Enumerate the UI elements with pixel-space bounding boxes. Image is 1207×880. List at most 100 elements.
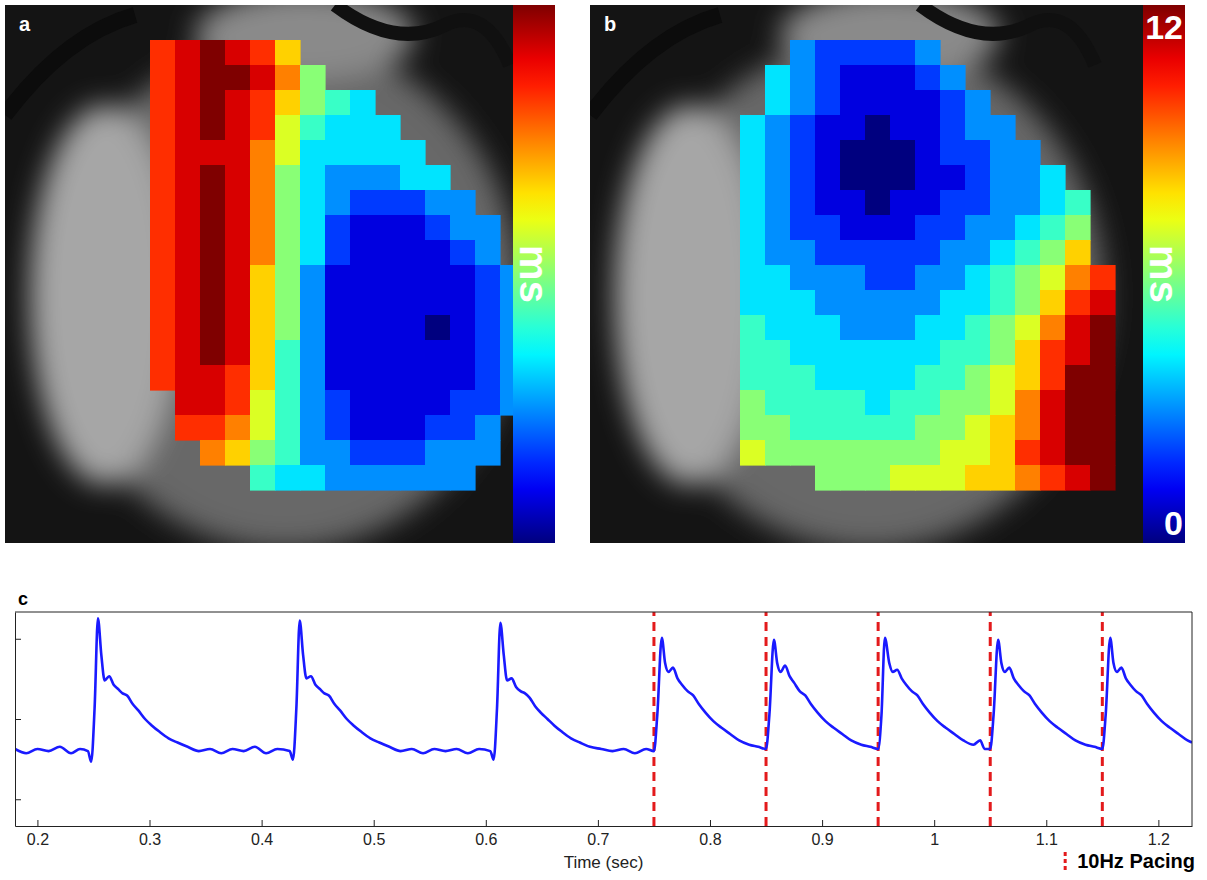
heatmap-cell <box>250 40 276 66</box>
heatmap-cell <box>175 190 201 216</box>
heatmap-cell <box>300 140 326 166</box>
line-panel: 0.20.30.40.50.60.70.80.911.11.2Time (sec… <box>15 589 1195 872</box>
heatmap-cell <box>965 340 991 366</box>
x-tick-label: 1.2 <box>1148 831 1170 848</box>
heatmap-cell <box>865 165 891 191</box>
heatmap-cell <box>915 165 941 191</box>
heatmap-cell <box>1015 315 1041 341</box>
heatmap-cell <box>865 140 891 166</box>
heatmap-panel: 012msb <box>590 0 1186 550</box>
heatmap-cell <box>815 90 841 116</box>
heatmap-cell <box>325 290 351 316</box>
heatmap-cell <box>1090 390 1116 416</box>
heatmap-cell <box>175 415 201 441</box>
colorbar-title: ms <box>1142 245 1186 303</box>
heatmap-cell <box>1065 365 1091 391</box>
heatmap-cell <box>375 365 401 391</box>
heatmap-cell <box>1040 290 1066 316</box>
heatmap-cell <box>990 265 1016 291</box>
heatmap-cell <box>840 240 866 266</box>
heatmap-cell <box>1065 465 1091 491</box>
heatmap-cell <box>200 215 226 241</box>
heatmap-cell <box>990 315 1016 341</box>
heatmap-cell <box>300 315 326 341</box>
heatmap-cell <box>225 440 251 466</box>
heatmap-cell <box>475 215 501 241</box>
heatmap-cell <box>890 65 916 91</box>
x-tick-label: 0.6 <box>475 831 497 848</box>
x-tick-label: 1 <box>930 831 939 848</box>
heatmap-cell <box>450 215 476 241</box>
heatmap-cell <box>1065 340 1091 366</box>
heatmap-cell <box>740 290 766 316</box>
heatmap-cell <box>915 215 941 241</box>
legend-label: 10Hz Pacing <box>1077 850 1195 872</box>
heatmap-cell <box>1090 315 1116 341</box>
heatmap-cell <box>425 365 451 391</box>
heatmap-cell <box>400 465 426 491</box>
heatmap-cell <box>790 415 816 441</box>
heatmap-cell <box>150 315 176 341</box>
heatmap-cell <box>940 115 966 141</box>
heatmap-cell <box>225 40 251 66</box>
heatmap-cell <box>740 165 766 191</box>
heatmap-cell <box>325 465 351 491</box>
heatmap-cell <box>840 165 866 191</box>
heatmap-cell <box>225 90 251 116</box>
heatmap-cell <box>940 415 966 441</box>
heatmap-cell <box>790 240 816 266</box>
heatmap-cell <box>965 390 991 416</box>
y-tick-mark <box>15 719 21 720</box>
heatmap-cell <box>275 190 301 216</box>
x-tick: 0.3 <box>139 820 161 848</box>
heatmap-cell <box>740 240 766 266</box>
heatmap-cell <box>1015 365 1041 391</box>
heatmap-cell <box>500 315 513 341</box>
heatmap-cell <box>865 315 891 341</box>
heatmap-cell <box>840 140 866 166</box>
heatmap-cell <box>990 415 1016 441</box>
heatmap-cell <box>275 90 301 116</box>
heatmap-cell <box>250 290 276 316</box>
heatmap-cell <box>790 65 816 91</box>
heatmap-cell <box>790 340 816 366</box>
heatmap-cell <box>425 440 451 466</box>
heatmap-cell <box>475 365 501 391</box>
x-tick: 1.2 <box>1148 820 1170 848</box>
heatmap-cell <box>325 140 351 166</box>
heatmap-cell <box>275 240 301 266</box>
heatmap-cell <box>300 90 326 116</box>
heatmap-cell <box>815 465 841 491</box>
heatmap-cell <box>1040 415 1066 441</box>
heatmap-cell <box>250 240 276 266</box>
heatmap-cell <box>815 140 841 166</box>
heatmap-cell <box>1040 340 1066 366</box>
heatmap-cell <box>350 90 376 116</box>
heatmap-cell <box>1015 465 1041 491</box>
heatmap-cell <box>175 290 201 316</box>
heatmap-cell <box>275 440 301 466</box>
heatmap-cell <box>1015 390 1041 416</box>
heatmap-cell <box>740 440 766 466</box>
heatmap-cell <box>1090 440 1116 466</box>
heatmap-cell <box>890 340 916 366</box>
heatmap-cell <box>1065 415 1091 441</box>
heatmap-cell <box>940 65 966 91</box>
heatmap-cell <box>1040 365 1066 391</box>
heatmap-cell <box>740 315 766 341</box>
heatmap-cell <box>275 40 301 66</box>
heatmap-cell <box>940 215 966 241</box>
heatmap-cell <box>200 165 226 191</box>
x-tick: 0.4 <box>251 820 273 848</box>
heatmap-cell <box>865 440 891 466</box>
heatmap-cell <box>890 40 916 66</box>
heatmap-cell <box>990 165 1016 191</box>
heatmap-cell <box>250 465 276 491</box>
heatmap-cell <box>790 265 816 291</box>
heatmap-cell <box>325 265 351 291</box>
heatmap-cell <box>300 65 326 91</box>
heatmap-cell <box>475 315 501 341</box>
heatmap-cell <box>865 365 891 391</box>
heatmap-cell <box>865 90 891 116</box>
heatmap-cell <box>150 215 176 241</box>
